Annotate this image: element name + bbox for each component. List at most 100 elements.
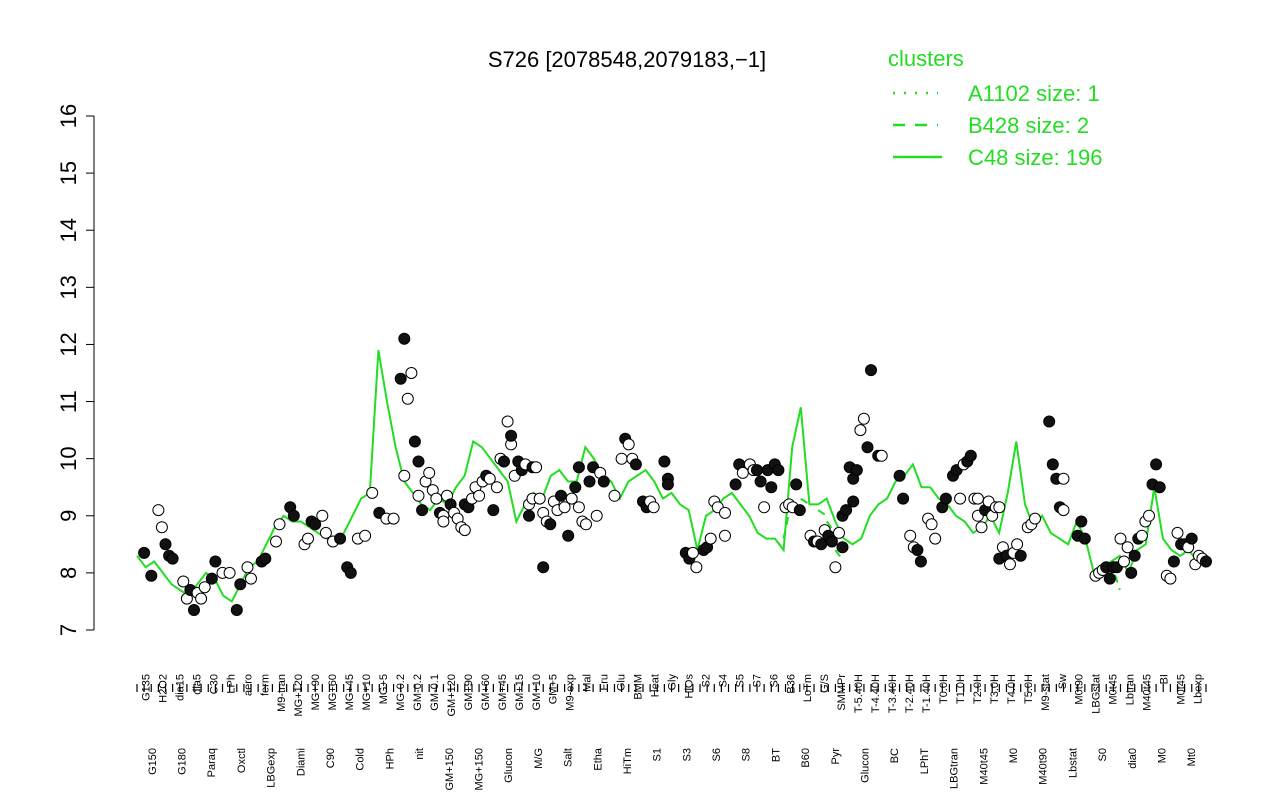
data-point [195, 592, 208, 605]
x-tick-label: GM+15 [514, 674, 526, 710]
y-tick-label: 9 [56, 510, 81, 522]
data-point [344, 566, 357, 579]
data-point [394, 372, 407, 385]
data-point [209, 555, 222, 568]
data-point [829, 561, 842, 574]
data-point [929, 532, 942, 545]
data-point [473, 489, 486, 502]
data-point [704, 532, 717, 545]
x-tick-label: LBGstat [1091, 674, 1103, 714]
x-tick-label: M0t90 [1074, 674, 1086, 705]
data-point [230, 604, 243, 616]
x-tick-label: dia15 [174, 674, 186, 701]
data-point [964, 449, 977, 462]
data-point [1143, 509, 1155, 522]
data-point [1046, 458, 1059, 471]
x-tick-label: Sw [1057, 674, 1069, 689]
data-point [408, 435, 421, 448]
x-tick-label: BC [889, 748, 901, 763]
data-point [758, 501, 771, 514]
data-point [993, 501, 1006, 514]
data-point [1118, 555, 1130, 568]
data-point [366, 486, 379, 499]
x-tick-label: T1.0H [955, 674, 967, 704]
y-tick-label: 8 [56, 567, 81, 579]
data-point [590, 509, 603, 522]
legend-entry-b428: B428 size: 2 [968, 113, 1089, 138]
x-tick-label: Mt0 [1186, 748, 1198, 766]
data-point [925, 518, 938, 531]
series-line-b428 [817, 509, 828, 517]
series-line-b428 [834, 549, 845, 563]
x-tick-label: Heat [650, 674, 662, 697]
x-tick-label: Etha [592, 747, 604, 771]
data-point [1125, 566, 1138, 579]
data-point [1014, 549, 1027, 562]
x-tick-label: T-5.40H [853, 674, 865, 713]
x-tick-label: Glucon [860, 748, 872, 783]
x-tick-label: dia0 [1127, 748, 1139, 769]
x-tick-label: S2 [700, 674, 712, 687]
data-point [483, 472, 496, 485]
data-point [629, 458, 642, 471]
y-tick-label: 13 [56, 275, 81, 299]
data-point [1128, 549, 1141, 562]
x-tick-label: LBGexp [266, 748, 278, 788]
y-tick-label: 14 [56, 218, 81, 242]
x-tick-label: MG+120 [293, 674, 305, 717]
x-tick-label: H2O2 [158, 674, 170, 703]
data-point [857, 412, 870, 425]
x-markers [136, 684, 1207, 692]
data-point [661, 478, 674, 491]
data-point [223, 566, 236, 579]
data-point [893, 469, 906, 482]
data-point [1164, 572, 1177, 585]
x-tick-label: C90 [325, 748, 337, 768]
x-tick-label: BT [770, 748, 782, 762]
series-line-c48 [136, 350, 1207, 603]
data-point [754, 475, 767, 488]
data-point [166, 552, 179, 565]
data-point [270, 535, 282, 548]
data-point [939, 492, 952, 505]
data-point [1150, 458, 1163, 471]
data-point [840, 504, 853, 517]
data-point [793, 504, 806, 517]
x-tick-label: MG+45 [344, 674, 356, 710]
data-point [1029, 512, 1041, 525]
data-point [302, 532, 314, 545]
x-tick-label: BMM [633, 674, 645, 700]
data-point [273, 518, 286, 531]
data-point [765, 481, 778, 494]
data-point [658, 455, 671, 468]
x-tick-label: Diami [295, 748, 307, 776]
x-tick-label: T5.0H [1023, 674, 1035, 704]
data-point [562, 529, 575, 542]
data-point [615, 452, 628, 465]
data-point [498, 455, 510, 468]
data-point [234, 578, 247, 591]
data-point [875, 449, 888, 462]
x-tick-label: S3 [681, 748, 693, 761]
x-tick-label: B36 [785, 674, 797, 694]
y-tick-label: 15 [56, 161, 81, 185]
data-point [558, 501, 571, 514]
x-tick-label: HiTm [622, 748, 634, 774]
data-point [1114, 532, 1127, 545]
data-point [555, 489, 567, 502]
data-point [954, 492, 967, 505]
x-tick-label: HiOs [684, 674, 696, 699]
data-point [1078, 532, 1091, 545]
chart-title: S726 [2078548,2079183,−1] [488, 47, 766, 72]
data-point [1167, 555, 1180, 568]
y-tick-label: 12 [56, 332, 81, 356]
data-point [241, 561, 254, 574]
data-point [487, 504, 500, 517]
data-point [1135, 529, 1148, 542]
data-point [1200, 555, 1212, 568]
x-tick-label: SMMPr [836, 674, 848, 711]
x-tick-label: G135 [141, 674, 153, 701]
data-point [490, 481, 503, 494]
data-point [572, 461, 585, 474]
x-tick-label: MG-0.2 [395, 674, 407, 711]
